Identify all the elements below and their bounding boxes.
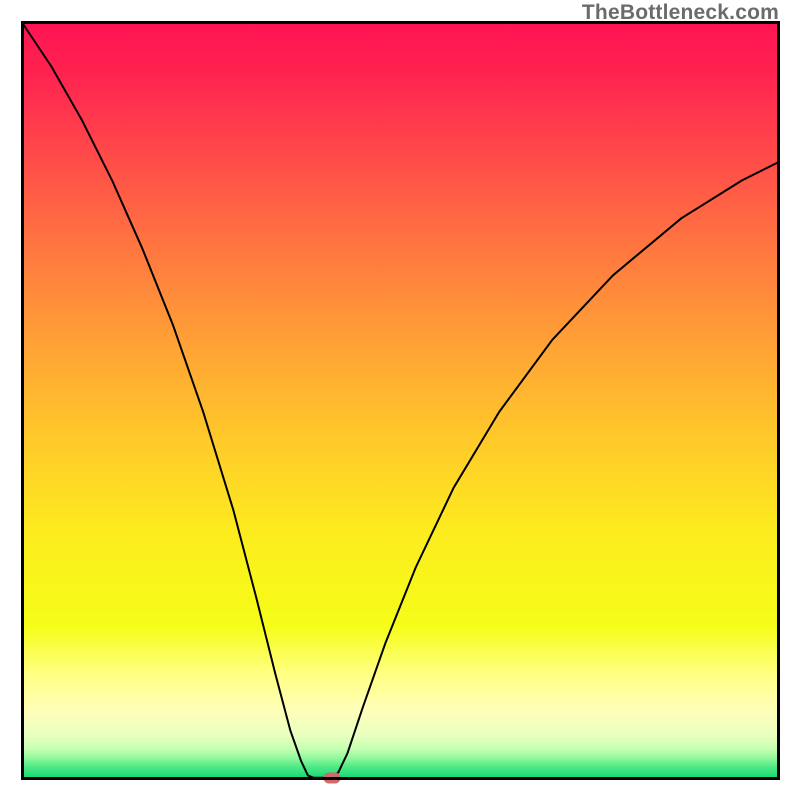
chart-container: TheBottleneck.com — [0, 0, 800, 800]
watermark-text: TheBottleneck.com — [582, 1, 779, 25]
background-gradient — [24, 24, 777, 777]
optimum-marker — [324, 772, 341, 783]
plot-area — [21, 21, 780, 780]
